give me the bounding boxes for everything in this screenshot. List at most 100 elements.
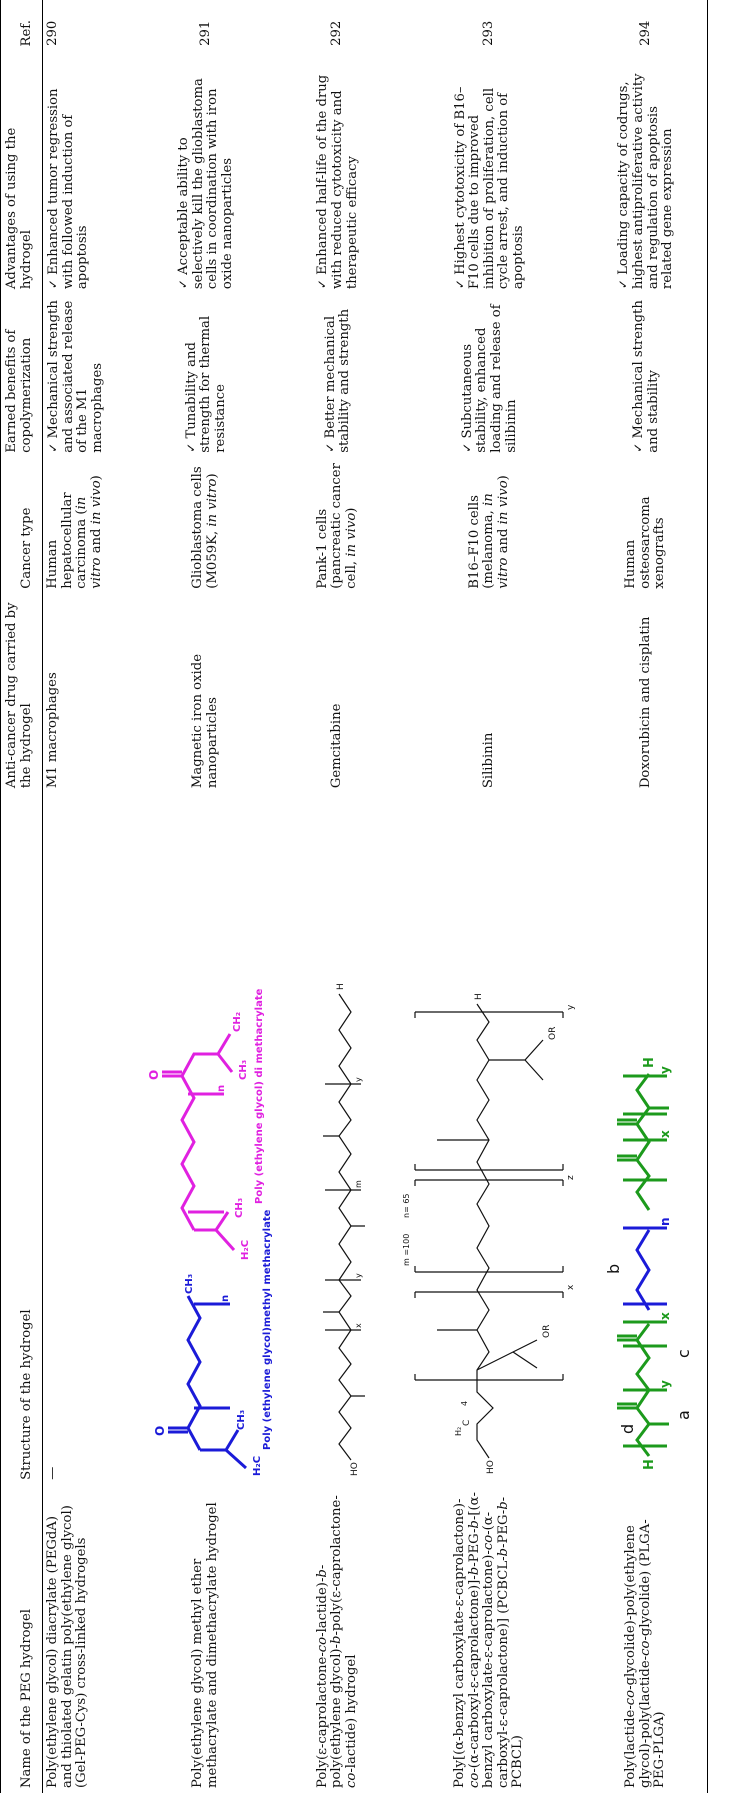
col-header-cancer: Cancer type xyxy=(18,507,34,589)
svg-text:c: c xyxy=(674,1349,693,1358)
table-row: Poly(ethylene glycol) diacrylate (PEGdA)… xyxy=(43,0,131,1793)
svg-text:x: x xyxy=(658,1130,672,1138)
svg-text:y: y xyxy=(658,1066,672,1074)
drug-cell: Doxorubicin and cisplatin xyxy=(637,616,653,789)
hydrogel-name: Poly(ε-caprolactone-co-lactide)-b-poly(e… xyxy=(314,1495,360,1788)
peg-hydrogel-table: Name of the PEG hydrogel Structure of th… xyxy=(0,0,708,1793)
svg-text:y: y xyxy=(566,1004,576,1010)
svg-text:H₂C: H₂C xyxy=(252,1456,263,1476)
svg-text:b: b xyxy=(604,1264,623,1274)
svg-text:O: O xyxy=(153,1426,167,1436)
svg-text:x: x xyxy=(354,1323,363,1328)
table-header-row: Name of the PEG hydrogel Structure of th… xyxy=(0,0,43,1793)
hydrogel-name: Poly(lactide-co-glycolide)-poly(ethylene… xyxy=(623,1519,668,1788)
cancer-type-cell: B16–F10 cells (melanoma, in vitro and in… xyxy=(466,475,511,589)
svg-text:x: x xyxy=(566,1284,576,1290)
hydrogel-name: Poly(ethylene glycol) diacrylate (PEGdA)… xyxy=(45,1505,90,1788)
svg-text:OR: OR xyxy=(548,1027,558,1040)
svg-text:HO: HO xyxy=(486,1460,496,1474)
cancer-type-cell: Glioblastoma cells (M059K, in vitro) xyxy=(190,466,220,589)
svg-text:HO: HO xyxy=(350,1462,360,1476)
check-icon: ✓ xyxy=(183,442,198,453)
check-icon: ✓ xyxy=(459,442,474,453)
benefits-cell: ✓ Better mechanical stability and streng… xyxy=(322,308,353,453)
peg-methacrylate-structure: H₂C CH₃ O CH₃ n Poly (ethylene glycol)me… xyxy=(147,988,273,1476)
structure-cell: — xyxy=(45,1466,61,1480)
svg-text:4: 4 xyxy=(460,1401,469,1406)
check-icon: ✓ xyxy=(46,279,61,290)
check-icon: ✓ xyxy=(631,442,646,453)
col-header-advantages: Advantages of using the hydrogel xyxy=(4,127,34,290)
svg-text:y: y xyxy=(658,1380,672,1388)
svg-text:m: m xyxy=(354,1180,363,1188)
svg-text:Poly (ethylene glycol)methyl m: Poly (ethylene glycol)methyl methacrylat… xyxy=(262,1209,273,1450)
svg-text:n= 65: n= 65 xyxy=(402,1193,411,1218)
table-row: Poly(lactide-co-glycolide)-poly(ethylene… xyxy=(585,0,708,1793)
advantages-cell: ✓ Acceptable ability to selectively kill… xyxy=(176,78,236,290)
svg-text:d: d xyxy=(618,1424,637,1434)
svg-text:x: x xyxy=(658,1312,672,1320)
check-icon: ✓ xyxy=(452,279,467,290)
svg-text:CH₃: CH₃ xyxy=(184,1274,195,1294)
table-row: Poly[(α-benzyl carboxylate-ε-caprolacton… xyxy=(394,0,586,1793)
svg-text:O: O xyxy=(147,1070,161,1080)
check-icon: ✓ xyxy=(616,279,631,290)
drug-cell: Magnetic iron oxide nanoparticles xyxy=(190,653,220,789)
svg-text:n: n xyxy=(216,1085,227,1092)
benefits-cell: ✓ Mechanical strength and stability xyxy=(631,300,661,453)
svg-text:y: y xyxy=(354,1077,363,1082)
check-icon: ✓ xyxy=(176,279,191,290)
drug-cell: Gemcitabine xyxy=(329,703,345,789)
svg-text:H₂: H₂ xyxy=(454,1427,463,1436)
col-header-drug: Anti-cancer drug carried by the hydrogel xyxy=(4,602,34,789)
svg-text:H: H xyxy=(642,1459,657,1470)
col-header-name: Name of the PEG hydrogel xyxy=(18,1608,34,1788)
svg-text:H: H xyxy=(642,1057,657,1068)
structure-cell: H₂C CH₃ O CH₃ n Poly (ethylene glycol)me… xyxy=(131,793,283,1485)
advantages-cell: ✓ Highest cytotoxicity of B16–F10 cells … xyxy=(452,86,526,290)
svg-text:H: H xyxy=(336,983,346,990)
ref-cell: 290 xyxy=(45,20,61,46)
svg-text:CH₃: CH₃ xyxy=(236,1410,247,1430)
hydrogel-name: Poly(ethylene glycol) methyl ether metha… xyxy=(190,1502,220,1788)
ref-cell: 293 xyxy=(481,20,497,46)
svg-text:CH₃: CH₃ xyxy=(234,1198,245,1218)
structure-cell: HO H x y m y xyxy=(282,793,394,1485)
svg-text:m =100: m =100 xyxy=(402,1234,411,1266)
benefits-cell: ✓ Mechanical strength and associated rel… xyxy=(46,300,105,453)
svg-text:CH₂: CH₂ xyxy=(232,1012,243,1032)
svg-text:z: z xyxy=(566,1175,576,1180)
cancer-type-cell: Pank-1 cells (pancreatic cancer cell, in… xyxy=(314,463,360,589)
svg-text:C: C xyxy=(462,1420,472,1426)
cancer-type-cell: Human osteosarcoma xenografts xyxy=(623,496,668,589)
svg-text:H₂C: H₂C xyxy=(240,1240,251,1260)
table-row: Poly(ethylene glycol) methyl ether metha… xyxy=(131,0,283,1793)
svg-text:CH₃: CH₃ xyxy=(238,1060,249,1080)
ref-cell: 294 xyxy=(637,20,653,46)
structure-cell: HO H OR OR C H₂ 4 x z y m =100 n= 65 xyxy=(394,793,586,1485)
pcla-peg-pcla-structure: HO H x y m y xyxy=(323,983,366,1476)
check-icon: ✓ xyxy=(46,442,61,453)
svg-text:n: n xyxy=(658,1217,672,1226)
col-header-benefits: Earned benefits of copolymerization xyxy=(4,329,34,453)
advantages-cell: ✓ Enhanced half-life of the drug with re… xyxy=(315,74,360,290)
structure-cell: H d a c b y x n x y H xyxy=(586,793,708,1485)
ref-cell: 291 xyxy=(197,20,213,46)
advantages-cell: ✓ Enhanced tumor regression with followe… xyxy=(46,88,91,290)
svg-text:H: H xyxy=(474,993,484,1000)
advantages-cell: ✓ Loading capacity of codrugs, highest a… xyxy=(616,73,676,290)
svg-text:a: a xyxy=(674,1410,693,1420)
svg-text:OR: OR xyxy=(542,1325,552,1338)
col-header-ref: Ref. xyxy=(18,20,34,47)
check-icon: ✓ xyxy=(322,442,337,453)
ref-cell: 292 xyxy=(329,20,345,46)
svg-text:Poly (ethylene glycol) di meth: Poly (ethylene glycol) di methacrylate xyxy=(254,988,265,1204)
svg-text:y: y xyxy=(354,1273,363,1278)
pcbcl-peg-structure: HO H OR OR C H₂ 4 x z y m =100 n= 65 xyxy=(402,993,576,1474)
benefits-cell: ✓ Tunability and strength for thermal re… xyxy=(183,315,228,453)
drug-cell: Silibinin xyxy=(481,732,497,789)
check-icon: ✓ xyxy=(315,279,330,290)
drug-cell: M1 macrophages xyxy=(45,672,61,789)
hydrogel-name: Poly[(α-benzyl carboxylate-ε-caprolacton… xyxy=(452,1492,526,1788)
